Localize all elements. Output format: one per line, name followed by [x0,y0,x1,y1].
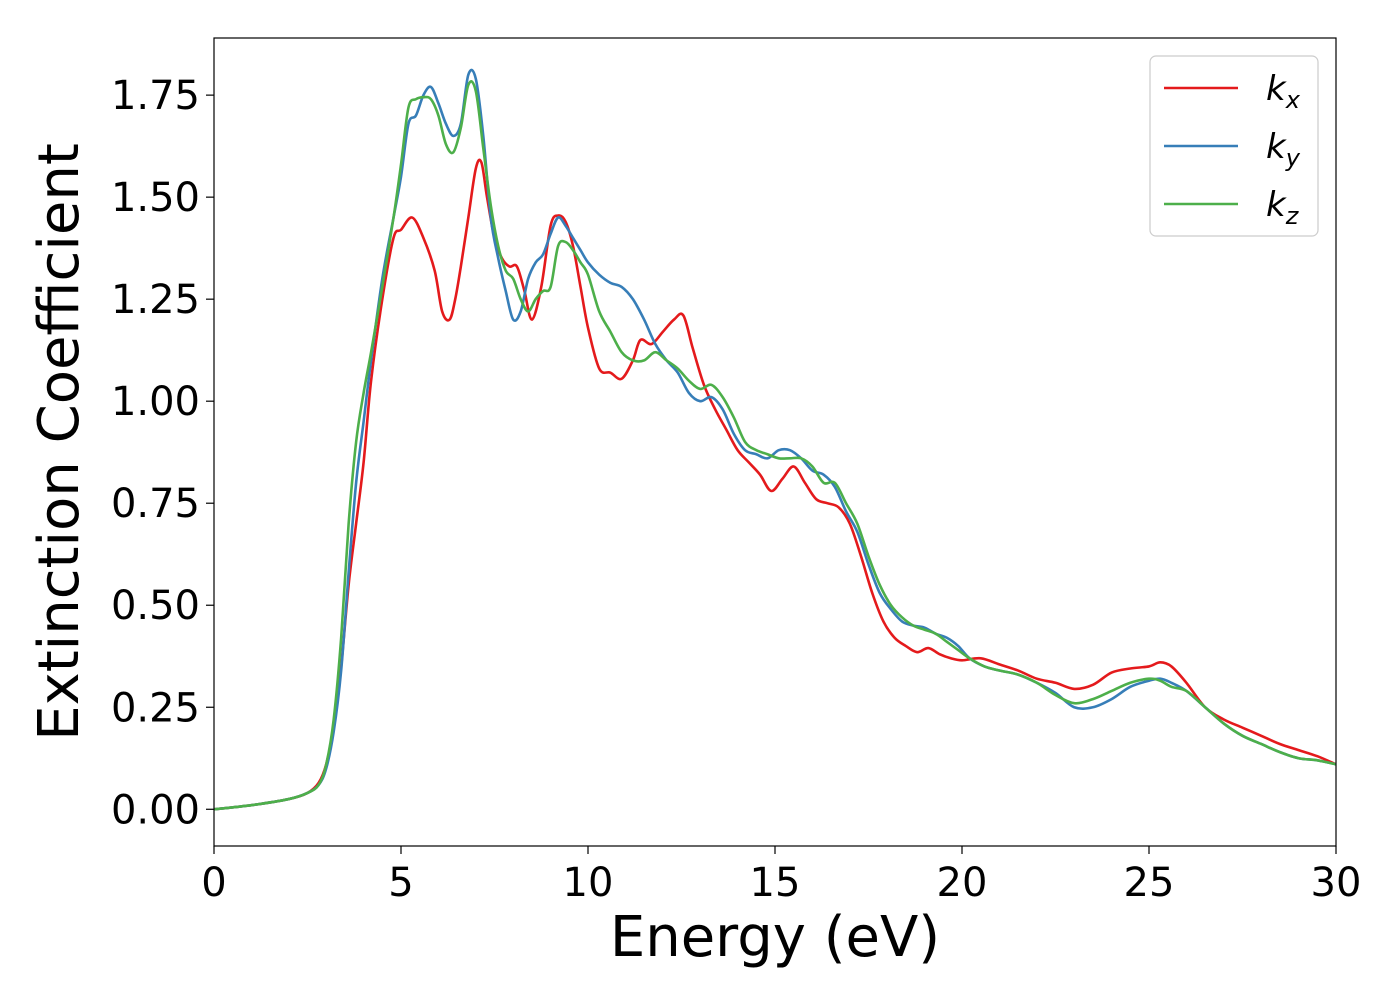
x-tick-label: 25 [1124,860,1175,906]
legend-entries: kx ky kz [1164,69,1301,230]
y-tick-label: 0.50 [111,583,200,629]
legend-label-k-z: kz [1266,185,1300,230]
y-tick-label: 1.25 [111,277,200,323]
y-tick-label: 1.00 [111,379,200,425]
x-tick-label: 20 [937,860,988,906]
series-line-k-x [214,158,1336,811]
y-tick-label: 0.00 [111,787,200,833]
x-tick-label: 10 [563,860,614,906]
x-axis-label: Energy (eV) [610,905,940,970]
y-tick-label: 1.75 [111,73,200,119]
legend-label-k-y: ky [1266,127,1301,172]
y-tick-label: 0.25 [111,685,200,731]
legend: kx ky kz [1149,55,1319,237]
legend-label-k-x: kx [1266,69,1301,114]
y-tick-label: 1.50 [111,175,200,221]
series-layer [214,68,1336,811]
x-axis: 0 5 10 15 20 25 30 [201,846,1361,906]
y-axis: 0.00 0.25 0.50 0.75 1.00 1.25 1.50 1.75 [111,73,214,833]
x-tick-label: 15 [750,860,801,906]
x-tick-label: 0 [201,860,226,906]
series-line-k-y [214,68,1336,811]
series-line-k-z [214,80,1336,811]
y-tick-label: 0.75 [111,481,200,527]
y-axis-label: Extinction Coefficient [27,143,92,741]
x-tick-label: 30 [1311,860,1362,906]
x-tick-label: 5 [388,860,413,906]
